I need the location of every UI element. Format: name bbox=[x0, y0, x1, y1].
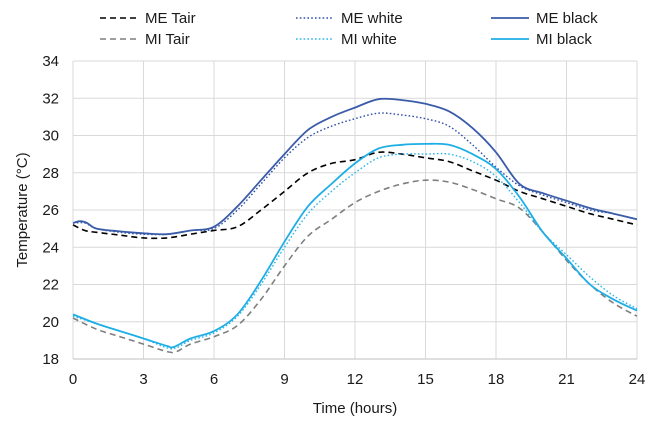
series-line-me-tair bbox=[72, 151, 638, 240]
legend-label: MI Tair bbox=[145, 31, 190, 48]
x-tick-label: 9 bbox=[280, 371, 288, 388]
y-tick-label: 20 bbox=[42, 314, 59, 331]
y-tick-label: 32 bbox=[42, 90, 59, 107]
y-axis-title: Temperature (°C) bbox=[14, 152, 31, 267]
y-tick-label: 28 bbox=[42, 165, 59, 182]
series-line-mi-white bbox=[72, 152, 638, 350]
x-tick-label: 6 bbox=[210, 371, 218, 388]
series-line-mi-black bbox=[72, 142, 638, 349]
x-tick-label: 18 bbox=[488, 371, 505, 388]
y-tick-label: 26 bbox=[42, 202, 59, 219]
x-tick-labels: 0 3 6 9 12 15 18 21 24 bbox=[69, 371, 646, 388]
legend-label: ME white bbox=[341, 10, 403, 27]
legend-label: ME black bbox=[536, 10, 598, 27]
x-tick-label: 3 bbox=[139, 371, 147, 388]
grid bbox=[72, 60, 638, 360]
y-tick-labels: 18 20 22 24 26 28 30 32 34 bbox=[42, 53, 59, 368]
x-tick-label: 12 bbox=[347, 371, 364, 388]
legend-label: ME Tair bbox=[145, 10, 196, 27]
x-tick-label: 15 bbox=[417, 371, 434, 388]
y-tick-label: 24 bbox=[42, 239, 59, 256]
x-axis-title: Time (hours) bbox=[313, 400, 397, 417]
x-tick-label: 21 bbox=[558, 371, 575, 388]
legend-label: MI black bbox=[536, 31, 592, 48]
y-tick-label: 30 bbox=[42, 128, 59, 145]
legend: ME Tair MI Tair ME white MI white ME black MI… bbox=[100, 10, 598, 48]
series-group bbox=[72, 97, 638, 354]
legend-label: MI white bbox=[341, 31, 397, 48]
x-tick-label: 24 bbox=[629, 371, 646, 388]
x-tick-label: 0 bbox=[69, 371, 77, 388]
y-tick-label: 34 bbox=[42, 53, 59, 70]
y-tick-label: 22 bbox=[42, 277, 59, 294]
y-tick-label: 18 bbox=[42, 351, 59, 368]
series-line-me-black bbox=[72, 97, 638, 236]
